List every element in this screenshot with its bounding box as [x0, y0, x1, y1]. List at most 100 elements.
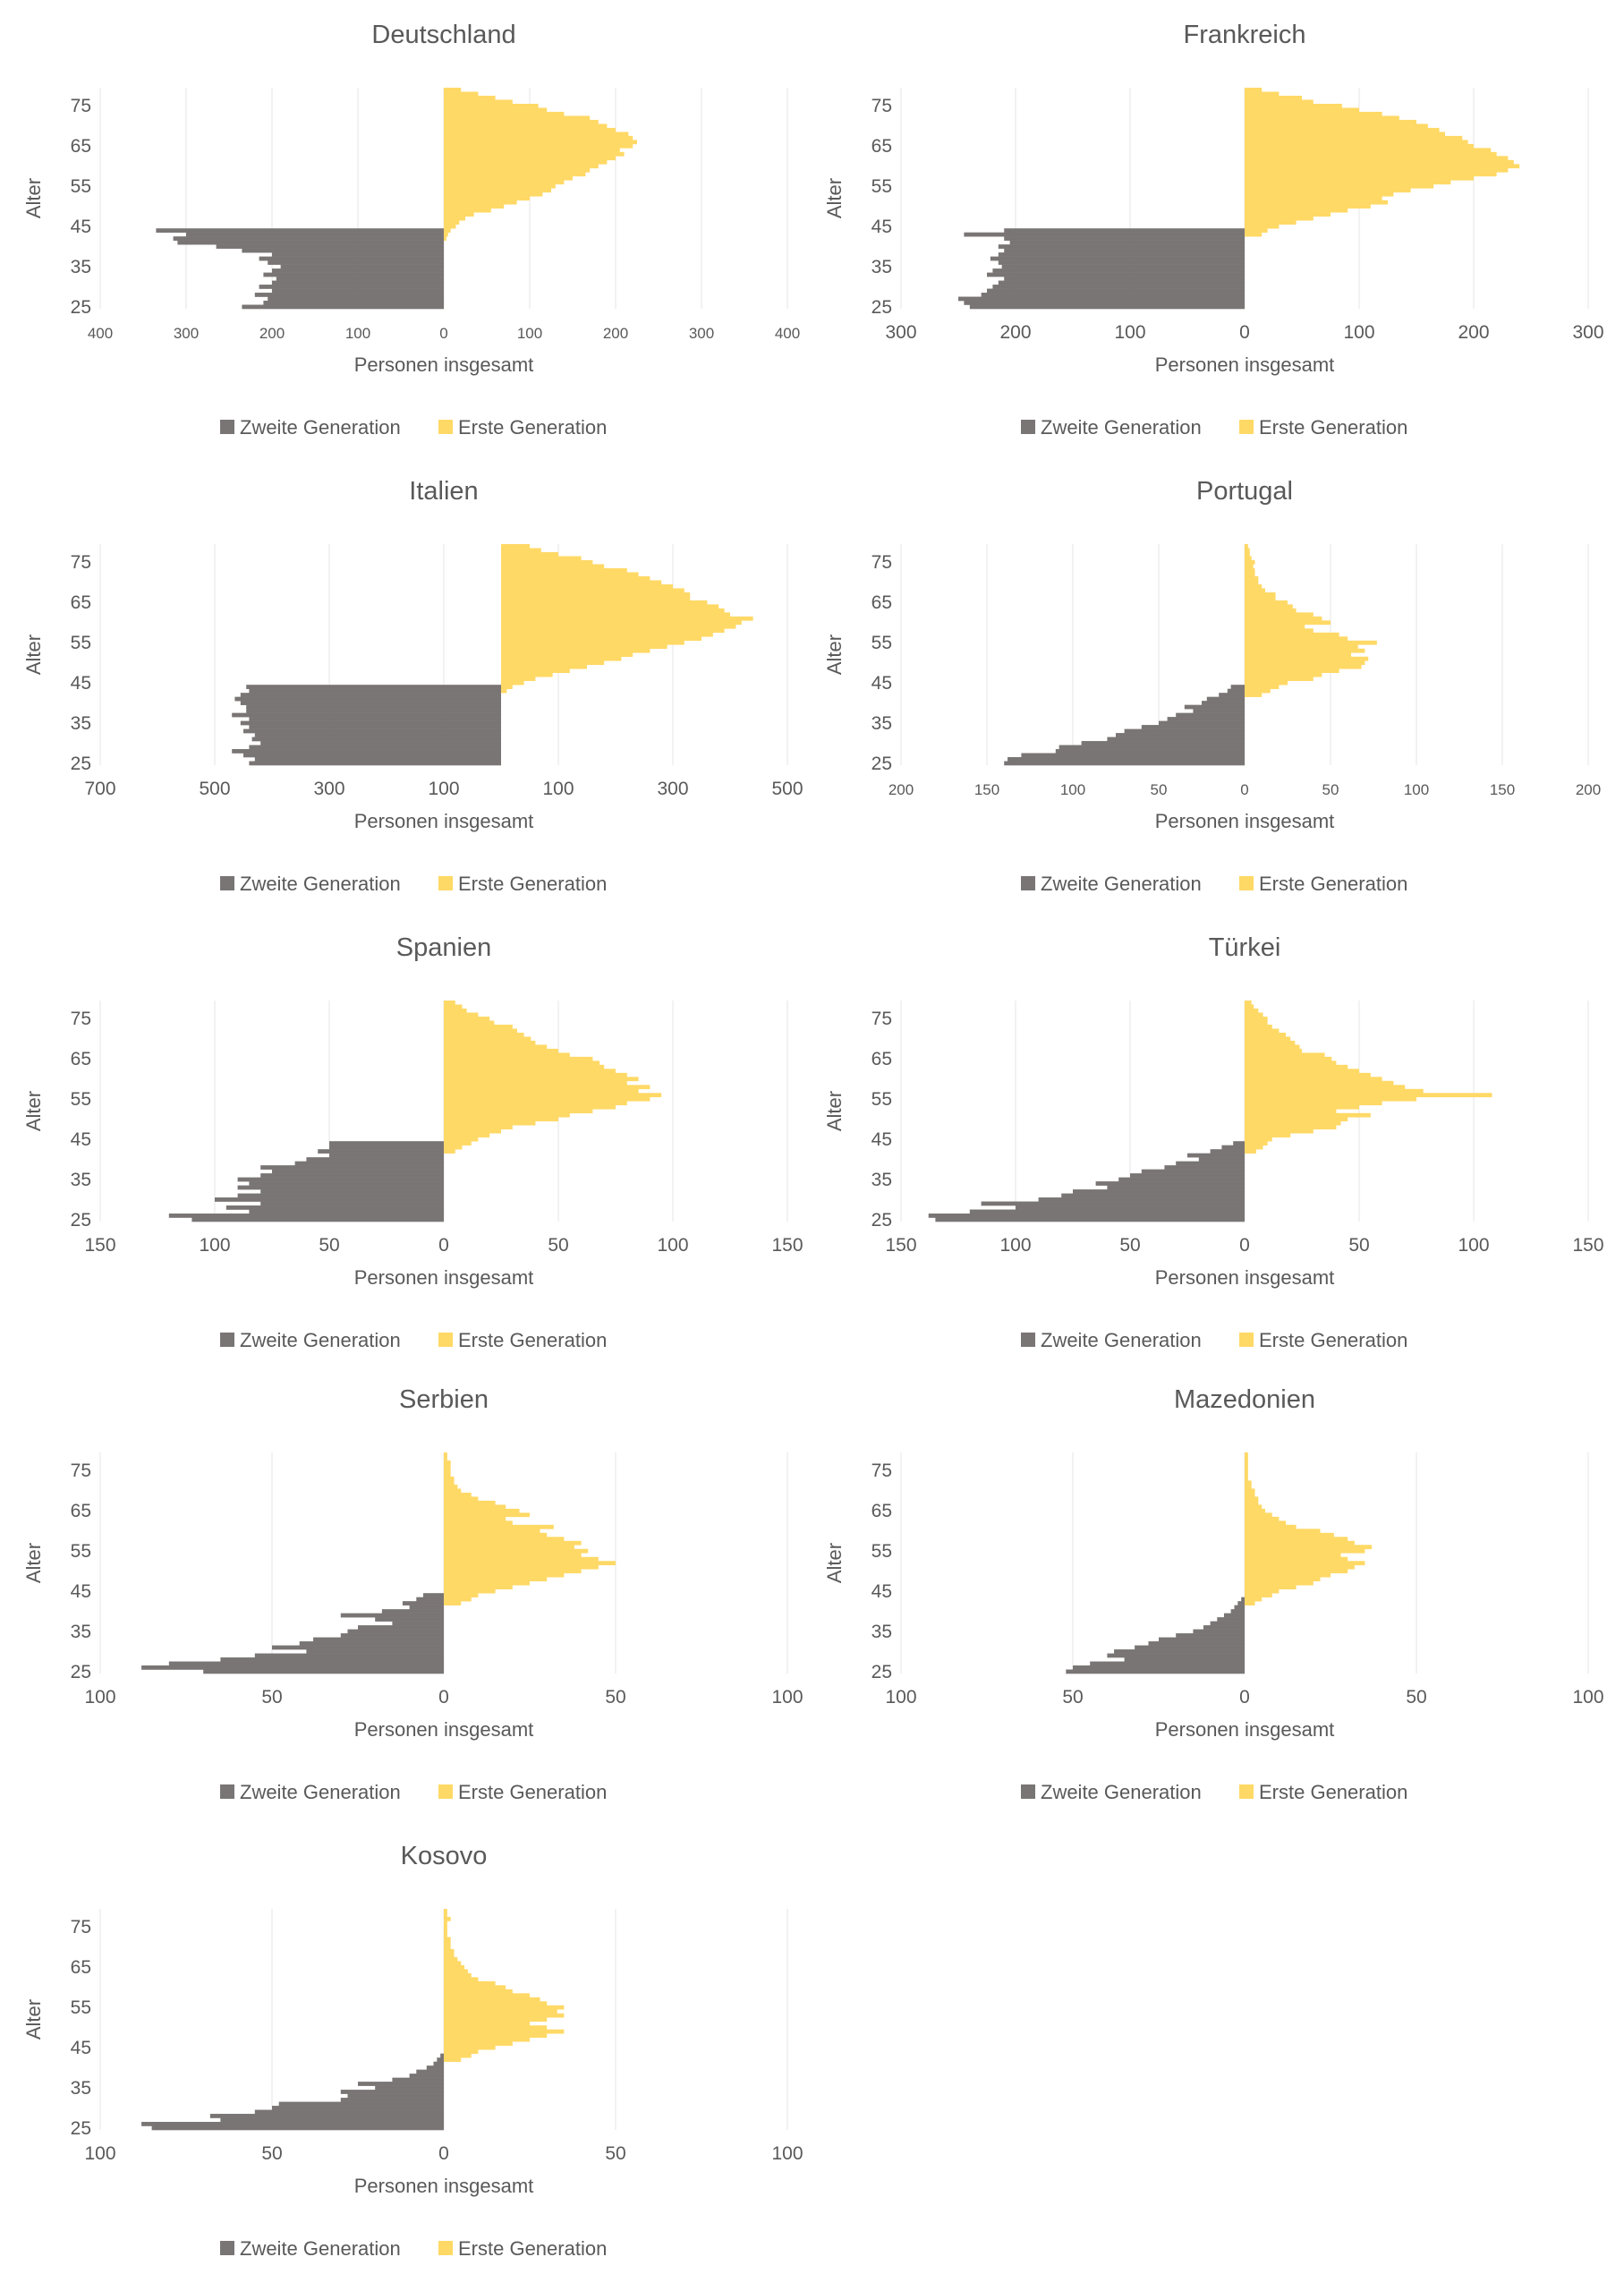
bar-erste-generation [444, 175, 573, 181]
chart-svg-deutschland: Deutschland 25 35 45 55 65 75 400 300 200 100 0 100 2… [22, 21, 800, 439]
bar-erste-generation [444, 1912, 447, 1918]
bar-erste-generation [444, 1004, 463, 1009]
x-tick-label: 150 [771, 1235, 803, 1256]
bar-zweite-generation [329, 1141, 444, 1146]
bar-zweite-generation [329, 1153, 444, 1158]
bar-erste-generation [444, 1109, 593, 1114]
bar-zweite-generation [1206, 696, 1245, 702]
bar-zweite-generation [1237, 1601, 1245, 1605]
bar-zweite-generation [237, 1185, 444, 1190]
bar-erste-generation [444, 167, 591, 173]
bar-erste-generation [444, 103, 539, 108]
bar-erste-generation [1245, 107, 1359, 113]
bar-erste-generation [444, 1117, 558, 1122]
bar-zweite-generation [272, 1169, 444, 1174]
y-axis-label: Alter [823, 634, 846, 675]
bar-erste-generation [501, 644, 667, 650]
legend: Zweite Generation Erste Generation [1021, 873, 1407, 895]
y-axis-label: Alter [22, 1091, 45, 1131]
bar-zweite-generation [1234, 1605, 1245, 1610]
y-tick-label: 65 [872, 1049, 892, 1069]
bar-zweite-generation [340, 1633, 444, 1638]
legend-label-zweite-generation: Zweite Generation [240, 1329, 401, 1351]
bar-erste-generation [501, 608, 725, 613]
bar-erste-generation [1245, 127, 1440, 132]
bar-zweite-generation [1118, 1177, 1245, 1182]
bar-erste-generation [501, 592, 691, 597]
y-tick-label: 65 [872, 592, 892, 613]
x-tick-label: 100 [1458, 1235, 1489, 1256]
bar-zweite-generation [1184, 704, 1245, 710]
bar-erste-generation [501, 677, 536, 681]
bar-erste-generation [1245, 216, 1314, 221]
bar-zweite-generation [1016, 1205, 1245, 1210]
bar-zweite-generation [1230, 685, 1245, 689]
bar-zweite-generation [240, 693, 501, 697]
bar-erste-generation [1245, 1117, 1348, 1122]
bar-zweite-generation [958, 296, 1245, 302]
bar-erste-generation [1245, 567, 1255, 573]
bar-erste-generation [1245, 1456, 1248, 1461]
y-axis-label: Alter [22, 178, 45, 218]
bar-erste-generation [1245, 1569, 1348, 1574]
legend: Zweite Generation Erste Generation [220, 416, 607, 439]
bar-zweite-generation [1148, 1641, 1245, 1646]
bar-erste-generation [444, 1460, 451, 1465]
y-tick-label: 25 [872, 297, 892, 318]
bar-zweite-generation [260, 741, 501, 745]
bar-zweite-generation [254, 293, 444, 297]
bar-erste-generation [1245, 148, 1492, 153]
bar-erste-generation [501, 556, 582, 561]
bar-zweite-generation [347, 2093, 444, 2099]
y-tick-label: 75 [71, 1009, 91, 1029]
x-axis-label: Personen insgesamt [354, 810, 534, 832]
legend-swatch-zweite-generation [1021, 420, 1035, 434]
bar-erste-generation [444, 1529, 540, 1534]
bar-erste-generation [501, 567, 627, 573]
bar-zweite-generation [254, 733, 501, 737]
bar-erste-generation [444, 140, 637, 145]
bar-zweite-generation [246, 709, 501, 713]
bar-erste-generation [1245, 596, 1276, 601]
bar-zweite-generation [141, 2122, 444, 2126]
legend-label-zweite-generation: Zweite Generation [1041, 1781, 1202, 1803]
bar-zweite-generation [141, 1665, 444, 1670]
bar-zweite-generation [998, 280, 1245, 285]
bar-erste-generation [444, 200, 517, 205]
x-tick-label: 400 [775, 325, 800, 342]
chart-italien: Italien 25 35 45 55 65 75 700 500 300 100 100 300 500… [18, 465, 805, 913]
bar-zweite-generation [246, 685, 501, 689]
y-tick-label: 65 [71, 592, 91, 613]
y-tick-label: 45 [872, 1581, 892, 1602]
bar-zweite-generation [1176, 712, 1245, 718]
bar-zweite-generation [1223, 1613, 1245, 1618]
bar-erste-generation [444, 1980, 496, 1986]
bar-erste-generation [1245, 1040, 1296, 1045]
bar-erste-generation [444, 1069, 616, 1074]
x-tick-label: 0 [1240, 781, 1248, 798]
bar-zweite-generation [177, 240, 444, 245]
bar-erste-generation [501, 559, 593, 565]
bar-erste-generation [444, 1564, 599, 1570]
bar-erste-generation [444, 1104, 616, 1110]
legend-swatch-zweite-generation [220, 1784, 234, 1799]
bar-erste-generation [501, 664, 587, 669]
x-tick-label: 100 [84, 2143, 115, 2164]
bar-zweite-generation [1009, 240, 1245, 245]
bar-zweite-generation [347, 1629, 444, 1634]
legend-label-zweite-generation: Zweite Generation [1041, 416, 1202, 439]
chart-svg-serbien: Serbien 25 35 45 55 65 75 100 50 0 50 100 Personen i… [22, 1385, 803, 1803]
chart-title: Türkei [1209, 933, 1281, 962]
bar-erste-generation [444, 99, 513, 105]
bar-zweite-generation [969, 304, 1245, 310]
y-tick-label: 65 [71, 1501, 91, 1521]
bar-erste-generation [444, 232, 448, 237]
chart-title: Kosovo [401, 1842, 488, 1870]
x-axis-label: Personen insgesamt [1155, 1718, 1335, 1741]
bar-erste-generation [444, 220, 460, 225]
legend: Zweite Generation Erste Generation [220, 1781, 607, 1803]
y-tick-label: 75 [71, 1917, 91, 1938]
bar-erste-generation [444, 88, 462, 92]
bar-erste-generation [444, 1044, 548, 1050]
bar-erste-generation [1245, 1004, 1254, 1009]
